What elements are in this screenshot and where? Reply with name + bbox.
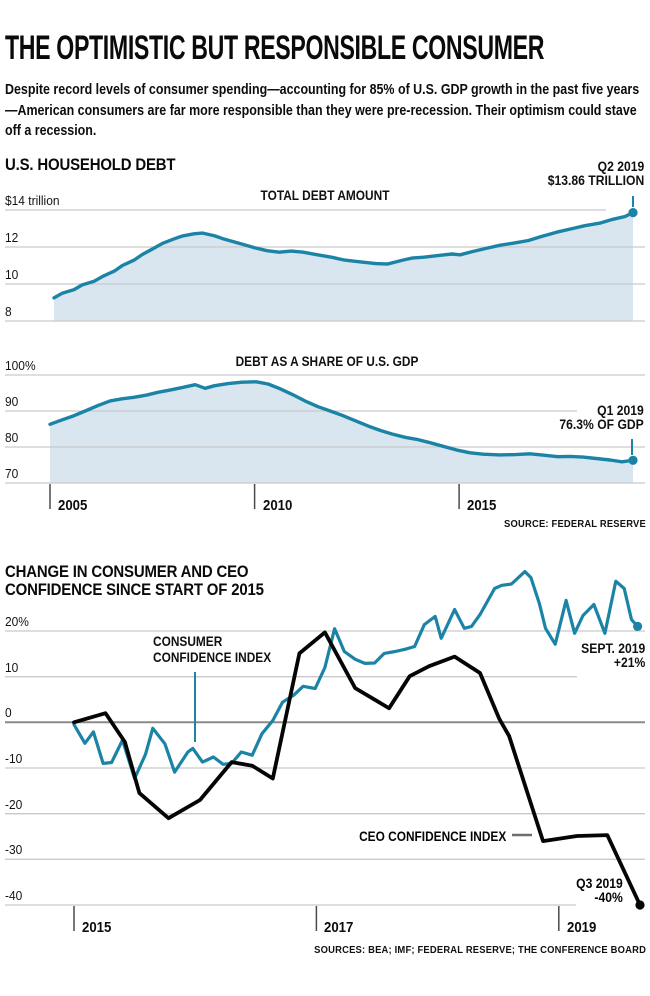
x-axis-label-2015: 2015 — [82, 919, 112, 936]
chart1-series-label: TOTAL DEBT AMOUNT — [260, 188, 390, 203]
y-axis-label-20: 20% — [5, 614, 29, 629]
chart3-heading-line2: CONFIDENCE SINCE START OF 2015 — [5, 580, 264, 599]
chart3-sources: SOURCES: BEA; IMF; FEDERAL RESERVE; THE … — [314, 945, 646, 956]
chart2-annotation-line2: 76.3% OF GDP — [559, 417, 644, 432]
consumer-end-annotation-line2: +21% — [613, 655, 645, 670]
ceo-confidence-index-line — [72, 630, 642, 907]
x-axis-label-2017: 2017 — [324, 919, 354, 936]
y-axis-label--30: -30 — [5, 842, 23, 858]
ceo-end-annotation-line2: -40% — [594, 890, 623, 905]
chart3-heading-line1: CHANGE IN CONSUMER AND CEO — [5, 562, 249, 581]
y-axis-label-10: 10 — [5, 267, 19, 282]
y-axis-label-12: 12 — [5, 230, 19, 245]
consumer-series-label-line2: CONFIDENCE INDEX — [153, 650, 272, 665]
x-axis-label-2005: 2005 — [58, 497, 88, 514]
y-axis-label--10: -10 — [5, 751, 23, 766]
consumer-end-annotation-line1: SEPT. 2019 — [580, 641, 645, 656]
x-axis-label-2019: 2019 — [566, 919, 597, 936]
y-axis-label--20: -20 — [5, 796, 23, 812]
ceo-end-annotation: Q3 2019 -40% — [576, 877, 623, 905]
y-axis-label-10: 10 — [5, 659, 19, 675]
y-axis-label-8: 8 — [5, 304, 12, 319]
chart2-source: SOURCE: FEDERAL RESERVE — [504, 519, 646, 530]
y-axis-label-90: 90 — [5, 394, 19, 409]
us-household-debt-end-dot — [628, 208, 638, 218]
ceo-confidence-index-end-dot — [635, 900, 645, 910]
ceo-series-label: CEO CONFIDENCE INDEX — [358, 829, 506, 844]
us-household-debt-area-fill — [54, 212, 633, 321]
x-axis-label-2015: 2015 — [467, 497, 497, 514]
y-axis-label-70: 70 — [5, 466, 19, 481]
consumer-series-label: CONSUMER CONFIDENCE INDEX — [153, 634, 271, 666]
consumer-confidence-index-line — [72, 569, 640, 781]
y-axis-label-0: 0 — [5, 705, 12, 721]
consumer-series-label-line1: CONSUMER — [153, 634, 223, 649]
chart1-annotation-line1: Q2 2019 — [597, 159, 644, 174]
page-title: THE OPTIMISTIC BUT RESPONSIBLE CONSUMER — [5, 29, 545, 67]
ceo-end-annotation-line1: Q3 2019 — [576, 876, 623, 891]
debt-share-of-gdp-end-dot — [628, 455, 638, 465]
debt-share-of-gdp-line — [48, 380, 635, 464]
consumer-confidence-index-end-dot — [633, 621, 643, 632]
chart2-annotation-line1: Q1 2019 — [597, 403, 644, 418]
debt-share-of-gdp-area-fill — [50, 381, 633, 483]
consumer-end-annotation: SEPT. 2019 +21% — [581, 642, 645, 670]
y-axis-label-80: 80 — [5, 430, 19, 445]
chart1-annotation-line2: $13.86 TRILLION — [547, 173, 644, 188]
intro-text: Despite record levels of consumer spendi… — [5, 81, 640, 139]
x-axis-label-2010: 2010 — [262, 497, 292, 514]
y-axis-label--40: -40 — [5, 888, 23, 903]
y-axis-label-14: $14 trillion — [5, 193, 60, 208]
chart2-series-label: DEBT AS A SHARE OF U.S. GDP — [235, 354, 419, 369]
chart2-annotation: Q1 2019 76.3% OF GDP — [560, 404, 644, 432]
chart1-annotation: Q2 2019 $13.86 TRILLION — [547, 160, 644, 188]
chart1-heading: U.S. HOUSEHOLD DEBT — [5, 155, 176, 174]
us-household-debt-line — [52, 210, 635, 300]
y-axis-label-100: 100% — [5, 358, 36, 373]
